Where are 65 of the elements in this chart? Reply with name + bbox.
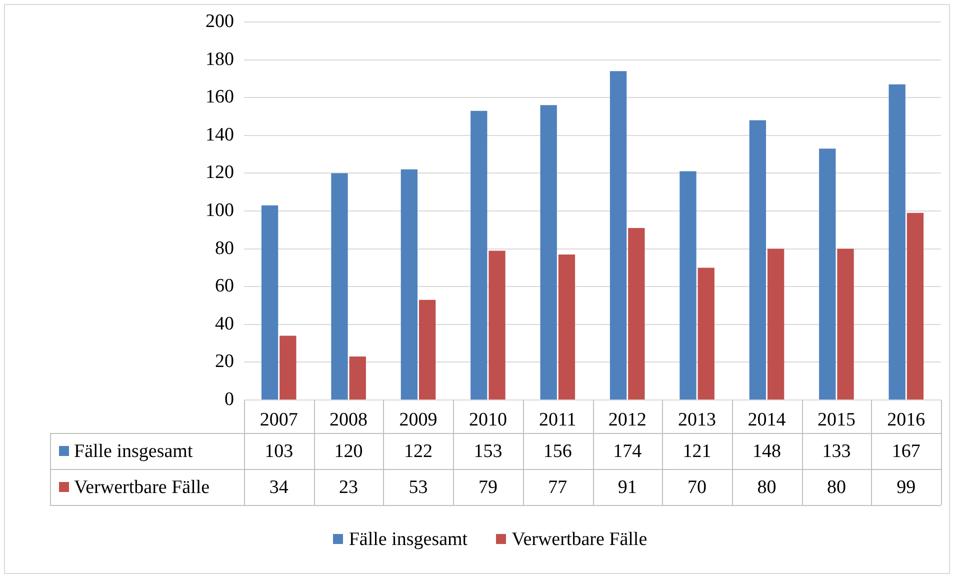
bar bbox=[628, 228, 645, 400]
bar bbox=[888, 84, 906, 400]
x-tick-label: 2014 bbox=[748, 409, 786, 430]
data-label: 156 bbox=[543, 440, 572, 462]
data-label: 122 bbox=[404, 440, 432, 462]
data-label: 91 bbox=[618, 476, 637, 498]
y-tick-label: 40 bbox=[215, 313, 234, 334]
bar bbox=[400, 169, 418, 400]
y-tick-label: 20 bbox=[215, 351, 234, 372]
x-tick-label: 2010 bbox=[468, 409, 507, 430]
bar bbox=[261, 205, 278, 400]
x-tick-label: 2009 bbox=[399, 409, 438, 430]
data-label: 99 bbox=[896, 476, 916, 498]
data-label: 174 bbox=[613, 440, 642, 462]
bar bbox=[749, 120, 766, 400]
data-label: 34 bbox=[269, 476, 289, 498]
data-label: 80 bbox=[757, 476, 776, 498]
bar bbox=[680, 171, 696, 400]
data-label: 148 bbox=[752, 440, 781, 462]
y-tick-label: 100 bbox=[206, 200, 234, 221]
text: Verwertbare Fälle bbox=[512, 529, 648, 550]
bar bbox=[906, 212, 924, 400]
y-tick-label: 120 bbox=[206, 162, 234, 184]
x-tick-label: 2015 bbox=[817, 409, 856, 430]
x-tick-label: 2007 bbox=[260, 409, 298, 430]
bar bbox=[349, 356, 366, 400]
legend-label: Fälle insgesamt bbox=[74, 440, 194, 462]
x-tick-label: 2012 bbox=[608, 409, 646, 430]
bar bbox=[331, 173, 348, 400]
bar bbox=[280, 336, 296, 400]
bar bbox=[610, 71, 627, 400]
data-label: 80 bbox=[826, 476, 846, 498]
y-tick-label: 60 bbox=[215, 276, 234, 297]
y-tick-label: 80 bbox=[215, 238, 234, 259]
y-tick-label: 0 bbox=[224, 388, 234, 410]
x-tick-label: 2013 bbox=[678, 409, 716, 430]
data-label: 103 bbox=[264, 440, 294, 462]
bar bbox=[418, 300, 436, 400]
bar bbox=[819, 148, 836, 400]
bar bbox=[488, 250, 506, 400]
bar bbox=[767, 248, 784, 400]
y-tick-label: 180 bbox=[206, 48, 234, 70]
bar bbox=[540, 105, 557, 400]
x-tick-label: 2008 bbox=[330, 409, 368, 430]
data-label: 70 bbox=[688, 476, 707, 498]
data-label: 53 bbox=[408, 476, 428, 498]
bar bbox=[470, 110, 488, 400]
legend-label: Verwertbare Fälle bbox=[74, 476, 210, 498]
data-label: 133 bbox=[822, 440, 851, 462]
data-label: 77 bbox=[548, 476, 568, 498]
data-label: 167 bbox=[892, 440, 920, 462]
bar bbox=[698, 268, 714, 400]
data-label: 120 bbox=[334, 440, 363, 462]
x-tick-label: 2016 bbox=[887, 409, 926, 430]
text: Fälle insgesamt bbox=[348, 529, 468, 550]
data-label: 79 bbox=[478, 476, 498, 498]
y-tick-label: 160 bbox=[206, 86, 234, 108]
bar bbox=[558, 254, 576, 400]
y-tick-label: 200 bbox=[206, 10, 234, 32]
data-label: 121 bbox=[682, 440, 712, 462]
bar bbox=[837, 248, 854, 400]
data-label: 23 bbox=[339, 476, 358, 498]
data-label: 153 bbox=[474, 440, 502, 462]
y-tick-label: 140 bbox=[206, 124, 234, 146]
x-tick-label: 2011 bbox=[539, 409, 576, 430]
